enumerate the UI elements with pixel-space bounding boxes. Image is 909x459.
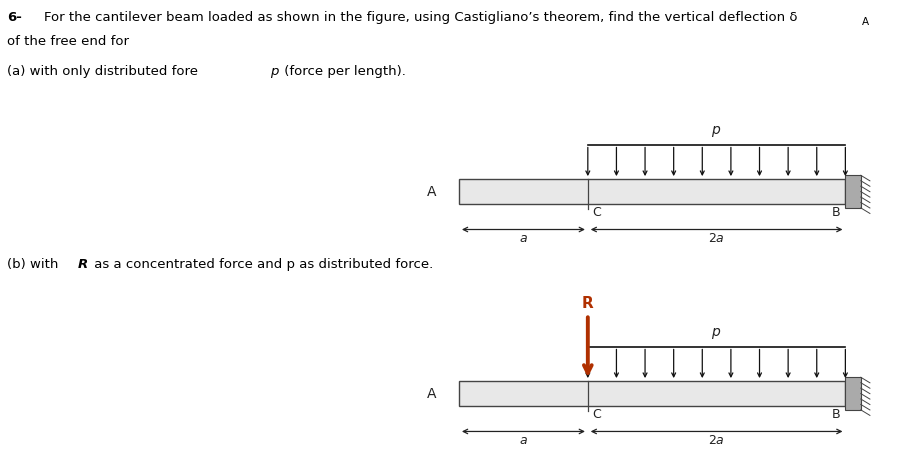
Text: as a concentrated force and p as distributed force.: as a concentrated force and p as distrib… (90, 258, 434, 271)
Text: 6-: 6- (7, 11, 22, 24)
Text: p: p (270, 65, 278, 78)
Text: of the free end for: of the free end for (7, 35, 129, 48)
Text: For the cantilever beam loaded as shown in the figure, using Castigliano’s theor: For the cantilever beam loaded as shown … (44, 11, 797, 24)
Text: C: C (593, 206, 601, 218)
Text: C: C (593, 408, 601, 420)
Text: $a$: $a$ (519, 232, 528, 245)
Text: (b) with: (b) with (7, 258, 63, 271)
Bar (845, 175, 861, 208)
Text: A: A (427, 386, 436, 401)
Text: A: A (862, 17, 869, 28)
Text: R: R (78, 258, 88, 271)
Text: $p$: $p$ (712, 124, 722, 139)
Text: B: B (833, 206, 841, 218)
Text: A: A (427, 185, 436, 199)
Text: $2a$: $2a$ (708, 434, 725, 447)
Bar (845, 377, 861, 410)
Bar (459, 381, 845, 406)
Bar (459, 179, 845, 204)
Text: $2a$: $2a$ (708, 232, 725, 245)
Text: (a) with only distributed fore: (a) with only distributed fore (7, 65, 203, 78)
Text: $a$: $a$ (519, 434, 528, 447)
Text: (force per length).: (force per length). (280, 65, 405, 78)
Text: $\mathbf{R}$: $\mathbf{R}$ (581, 295, 594, 311)
Text: B: B (833, 408, 841, 420)
Text: $p$: $p$ (712, 326, 722, 341)
